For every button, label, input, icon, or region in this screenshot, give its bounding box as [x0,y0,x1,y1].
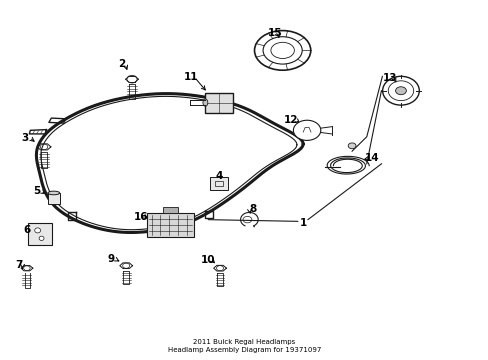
Text: 7: 7 [15,260,22,270]
Text: 3: 3 [22,132,29,143]
Text: 5: 5 [33,186,40,196]
Ellipse shape [39,236,44,240]
Ellipse shape [270,42,294,58]
Circle shape [347,143,355,149]
Circle shape [293,120,320,140]
Text: 14: 14 [365,153,379,163]
Ellipse shape [48,191,60,195]
Text: 16: 16 [133,212,148,222]
Text: 12: 12 [284,114,298,125]
Ellipse shape [203,99,207,106]
Text: 2: 2 [118,59,124,69]
Text: 4: 4 [215,171,223,181]
Bar [215,181,223,186]
Text: 1: 1 [299,218,306,228]
Text: 2011 Buick Regal Headlamps
Headlamp Assembly Diagram for 19371097: 2011 Buick Regal Headlamps Headlamp Asse… [167,339,321,353]
Text: 6: 6 [23,225,30,235]
Text: 9: 9 [108,254,115,264]
FancyBboxPatch shape [28,223,52,245]
Text: 11: 11 [183,72,198,82]
FancyBboxPatch shape [48,193,60,204]
Text: 10: 10 [200,255,215,265]
FancyBboxPatch shape [210,177,227,190]
FancyBboxPatch shape [146,213,193,237]
FancyBboxPatch shape [205,93,232,113]
FancyBboxPatch shape [163,207,177,213]
Text: 13: 13 [382,73,397,84]
Ellipse shape [35,228,41,233]
Ellipse shape [395,87,406,95]
Text: 8: 8 [249,204,256,214]
Text: 15: 15 [267,28,282,38]
